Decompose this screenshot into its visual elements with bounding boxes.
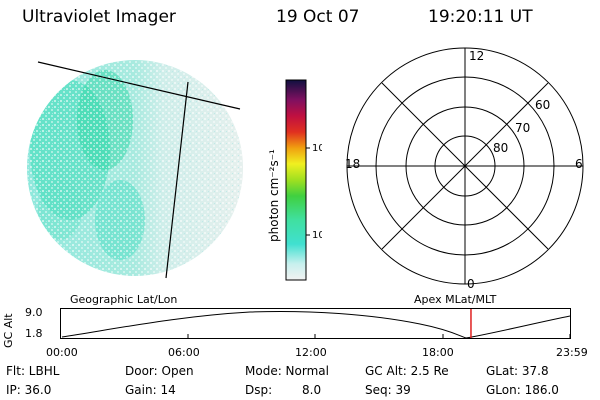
observation-time: 19:20:11 UT <box>428 7 533 27</box>
x-tick-0600: 06:00 <box>168 346 200 359</box>
observation-date: 19 Oct 07 <box>276 7 360 27</box>
seq-readout: Seq: 39 <box>365 383 411 397</box>
mlt-label-dawn: 6 <box>575 157 583 171</box>
lat-label-70: 70 <box>515 121 530 135</box>
gc-alt-readout: GC Alt: 2.5 Re <box>365 364 449 378</box>
polar-grid-plot: 12 18 6 0 60 70 80 <box>345 47 584 291</box>
glat-readout: GLat: 37.8 <box>486 364 549 378</box>
glon-readout: GLon: 186.0 <box>486 383 559 397</box>
colorbar-scale <box>285 79 307 281</box>
instrument-title: Ultraviolet Imager <box>22 7 176 27</box>
lat-label-80: 80 <box>493 141 508 155</box>
dsp-value: 8.0 <box>302 383 322 397</box>
y-axis-label: GC Alt <box>2 313 15 348</box>
panel-title-geographic: Geographic Lat/Lon <box>70 293 178 306</box>
y-tick-high: 9.0 <box>25 306 43 319</box>
earth-disk <box>27 60 243 276</box>
x-tick-1800: 18:00 <box>422 346 454 359</box>
colorbar: 100 10 photon cm⁻²s⁻¹ <box>267 79 322 281</box>
mlt-label-dusk: 18 <box>345 157 360 171</box>
auroral-image <box>27 60 243 279</box>
colorbar-tick-100: 100 <box>312 143 322 154</box>
dsp-label: Dsp: <box>245 383 273 397</box>
terminator-line <box>37 61 241 110</box>
filter-readout: Flt: LBHL <box>6 364 60 378</box>
altitude-curve <box>61 311 571 339</box>
x-tick-1200: 12:00 <box>295 346 327 359</box>
panel-title-apex: Apex MLat/MLT <box>414 293 497 306</box>
colorbar-tick-10: 10 <box>312 230 322 241</box>
mlt-label-noon: 12 <box>469 49 484 63</box>
ip-readout: IP: 36.0 <box>6 383 52 397</box>
x-tick-2359: 23:59 <box>556 346 588 359</box>
mlt-diagonal-2 <box>381 82 549 250</box>
x-tick-0000: 00:00 <box>46 346 78 359</box>
gain-readout: Gain: 14 <box>125 383 176 397</box>
altitude-timeline <box>60 308 571 339</box>
colorbar-unit-label: photon cm⁻²s⁻¹ <box>267 149 281 242</box>
y-tick-low: 1.8 <box>25 327 43 340</box>
door-readout: Door: Open <box>125 364 194 378</box>
meridian-line <box>165 81 189 279</box>
mlt-label-midnight: 0 <box>467 277 475 291</box>
lat-label-60: 60 <box>535 98 550 112</box>
mode-readout: Mode: Normal <box>245 364 329 378</box>
